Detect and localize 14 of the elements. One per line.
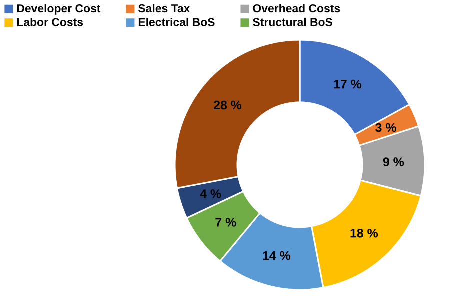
data-label: 3 % xyxy=(376,123,396,132)
data-label: 4 % xyxy=(200,190,222,198)
legend-label: Sales Tax xyxy=(138,4,190,13)
legend-label: Overhead Costs xyxy=(253,4,340,13)
legend-label: Labor Costs xyxy=(17,18,84,26)
data-label: 18 % xyxy=(350,228,378,238)
legend-label: Developer Cost xyxy=(17,4,101,15)
legend-label: Electrical BoS xyxy=(138,18,215,26)
data-label: 7 % xyxy=(216,218,236,227)
data-label: 14 % xyxy=(263,251,291,260)
data-label: 9 % xyxy=(383,158,404,166)
data-label: 17 % xyxy=(334,80,362,89)
legend-label: Structural BoS xyxy=(253,18,332,26)
data-label: 28 % xyxy=(214,100,242,110)
